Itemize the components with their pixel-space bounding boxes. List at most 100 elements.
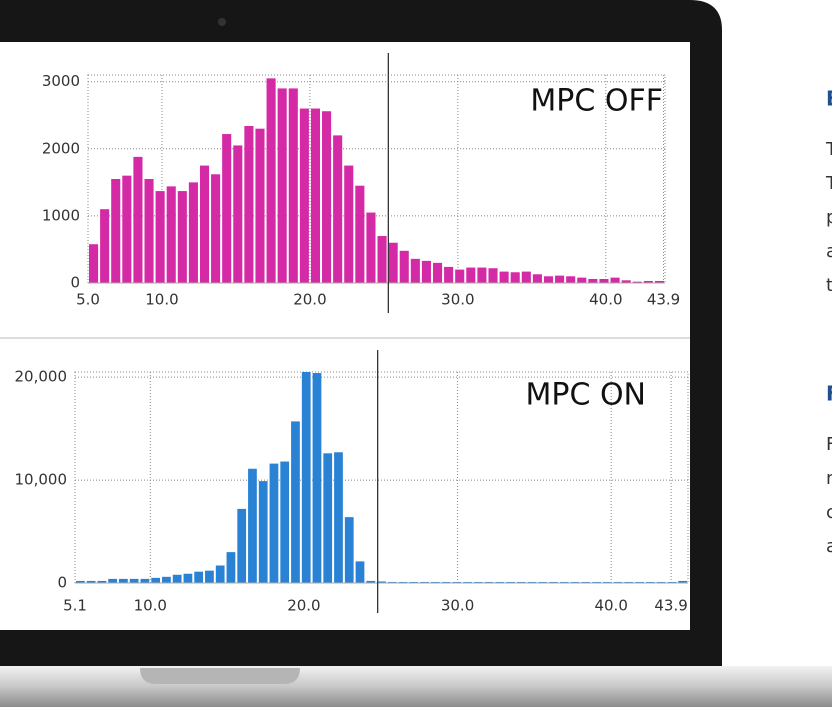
bar <box>355 186 364 283</box>
bar <box>184 574 193 583</box>
chart-annotation: MPC ON <box>525 378 646 413</box>
bar <box>222 134 231 283</box>
sidebar-text: T <box>825 173 832 194</box>
bar <box>133 157 142 283</box>
sidebar-text: a <box>826 241 832 262</box>
bar <box>400 251 409 283</box>
bar <box>248 469 257 583</box>
x-tick-label: 20.0 <box>293 291 326 309</box>
bar <box>356 561 365 583</box>
y-tick-label: 3000 <box>42 72 80 90</box>
bar <box>167 186 176 283</box>
x-tick-label: 30.0 <box>441 291 474 309</box>
bar <box>566 276 575 283</box>
bar <box>244 126 253 283</box>
screenshot: B F TTpatFnca 01000200030005.010.020.030… <box>0 0 832 707</box>
bar <box>389 243 398 283</box>
bar <box>444 267 453 283</box>
bar <box>466 268 475 283</box>
bar <box>289 88 298 283</box>
chart-annotation: MPC OFF <box>530 84 663 119</box>
bar <box>162 577 171 583</box>
sidebar-text: a <box>826 536 832 557</box>
bar <box>267 78 276 283</box>
bar <box>151 578 160 583</box>
bar <box>344 166 353 283</box>
sidebar-heading: B <box>826 87 832 111</box>
x-tick-label: 5.1 <box>63 597 87 615</box>
sidebar-text: t <box>826 275 832 296</box>
x-tick-label: 20.0 <box>287 597 320 615</box>
x-tick-label: 43.9 <box>654 597 687 615</box>
sidebar-text: c <box>826 502 832 523</box>
bar <box>511 272 520 283</box>
bar <box>555 276 564 283</box>
x-tick-label: 5.0 <box>76 291 100 309</box>
x-tick-label: 43.9 <box>647 291 680 309</box>
x-tick-label: 30.0 <box>441 597 474 615</box>
y-tick-label: 2000 <box>42 139 80 157</box>
sidebar-text: T <box>825 139 832 160</box>
sidebar-text: F <box>826 434 832 455</box>
bar <box>302 372 311 583</box>
bar <box>108 579 117 583</box>
y-tick-label: 1000 <box>42 206 80 224</box>
camera <box>218 18 226 26</box>
bar <box>500 272 509 283</box>
sidebar-heading: F <box>826 382 832 406</box>
bar <box>577 278 586 283</box>
bar <box>433 263 442 283</box>
bar <box>599 279 608 283</box>
bar <box>194 572 203 583</box>
bar <box>119 579 128 583</box>
bar <box>322 111 331 283</box>
bar <box>280 462 289 583</box>
sidebar: TTpatFnca <box>825 139 832 557</box>
bar <box>411 259 420 283</box>
laptop-base <box>0 666 832 707</box>
bar <box>345 517 354 583</box>
bar <box>270 464 279 583</box>
bar <box>200 166 209 283</box>
base-notch <box>140 668 300 684</box>
page: B F TTpatFnca 01000200030005.010.020.030… <box>0 0 832 707</box>
bar <box>422 261 431 283</box>
bar <box>323 453 332 583</box>
bar <box>144 179 153 283</box>
bar <box>313 373 322 583</box>
bar <box>237 509 246 583</box>
sidebar-text: n <box>826 468 832 489</box>
bar <box>544 276 553 283</box>
bar <box>278 88 287 283</box>
x-tick-label: 10.0 <box>145 291 178 309</box>
bar <box>173 575 182 583</box>
bar <box>611 278 620 283</box>
bar <box>588 279 597 283</box>
bar <box>477 268 486 283</box>
bar <box>455 270 464 283</box>
bar <box>156 191 165 283</box>
bar <box>488 268 497 283</box>
x-tick-label: 10.0 <box>134 597 167 615</box>
bar <box>233 145 242 283</box>
y-tick-label: 20,000 <box>15 368 68 386</box>
bar <box>300 109 309 283</box>
bar <box>311 109 320 283</box>
bar <box>334 452 343 583</box>
x-tick-label: 40.0 <box>589 291 622 309</box>
bar <box>141 579 150 583</box>
bar <box>100 209 109 283</box>
sidebar-text: p <box>826 207 832 228</box>
bar <box>366 213 375 283</box>
bar <box>178 191 187 283</box>
bar <box>211 174 220 283</box>
y-tick-label: 0 <box>70 274 80 292</box>
x-tick-label: 40.0 <box>594 597 627 615</box>
bar <box>130 579 139 583</box>
bar <box>333 135 342 283</box>
bar <box>216 566 225 583</box>
bar <box>122 176 131 283</box>
y-tick-label: 0 <box>57 574 67 592</box>
bar <box>522 272 531 283</box>
bar <box>89 244 98 283</box>
